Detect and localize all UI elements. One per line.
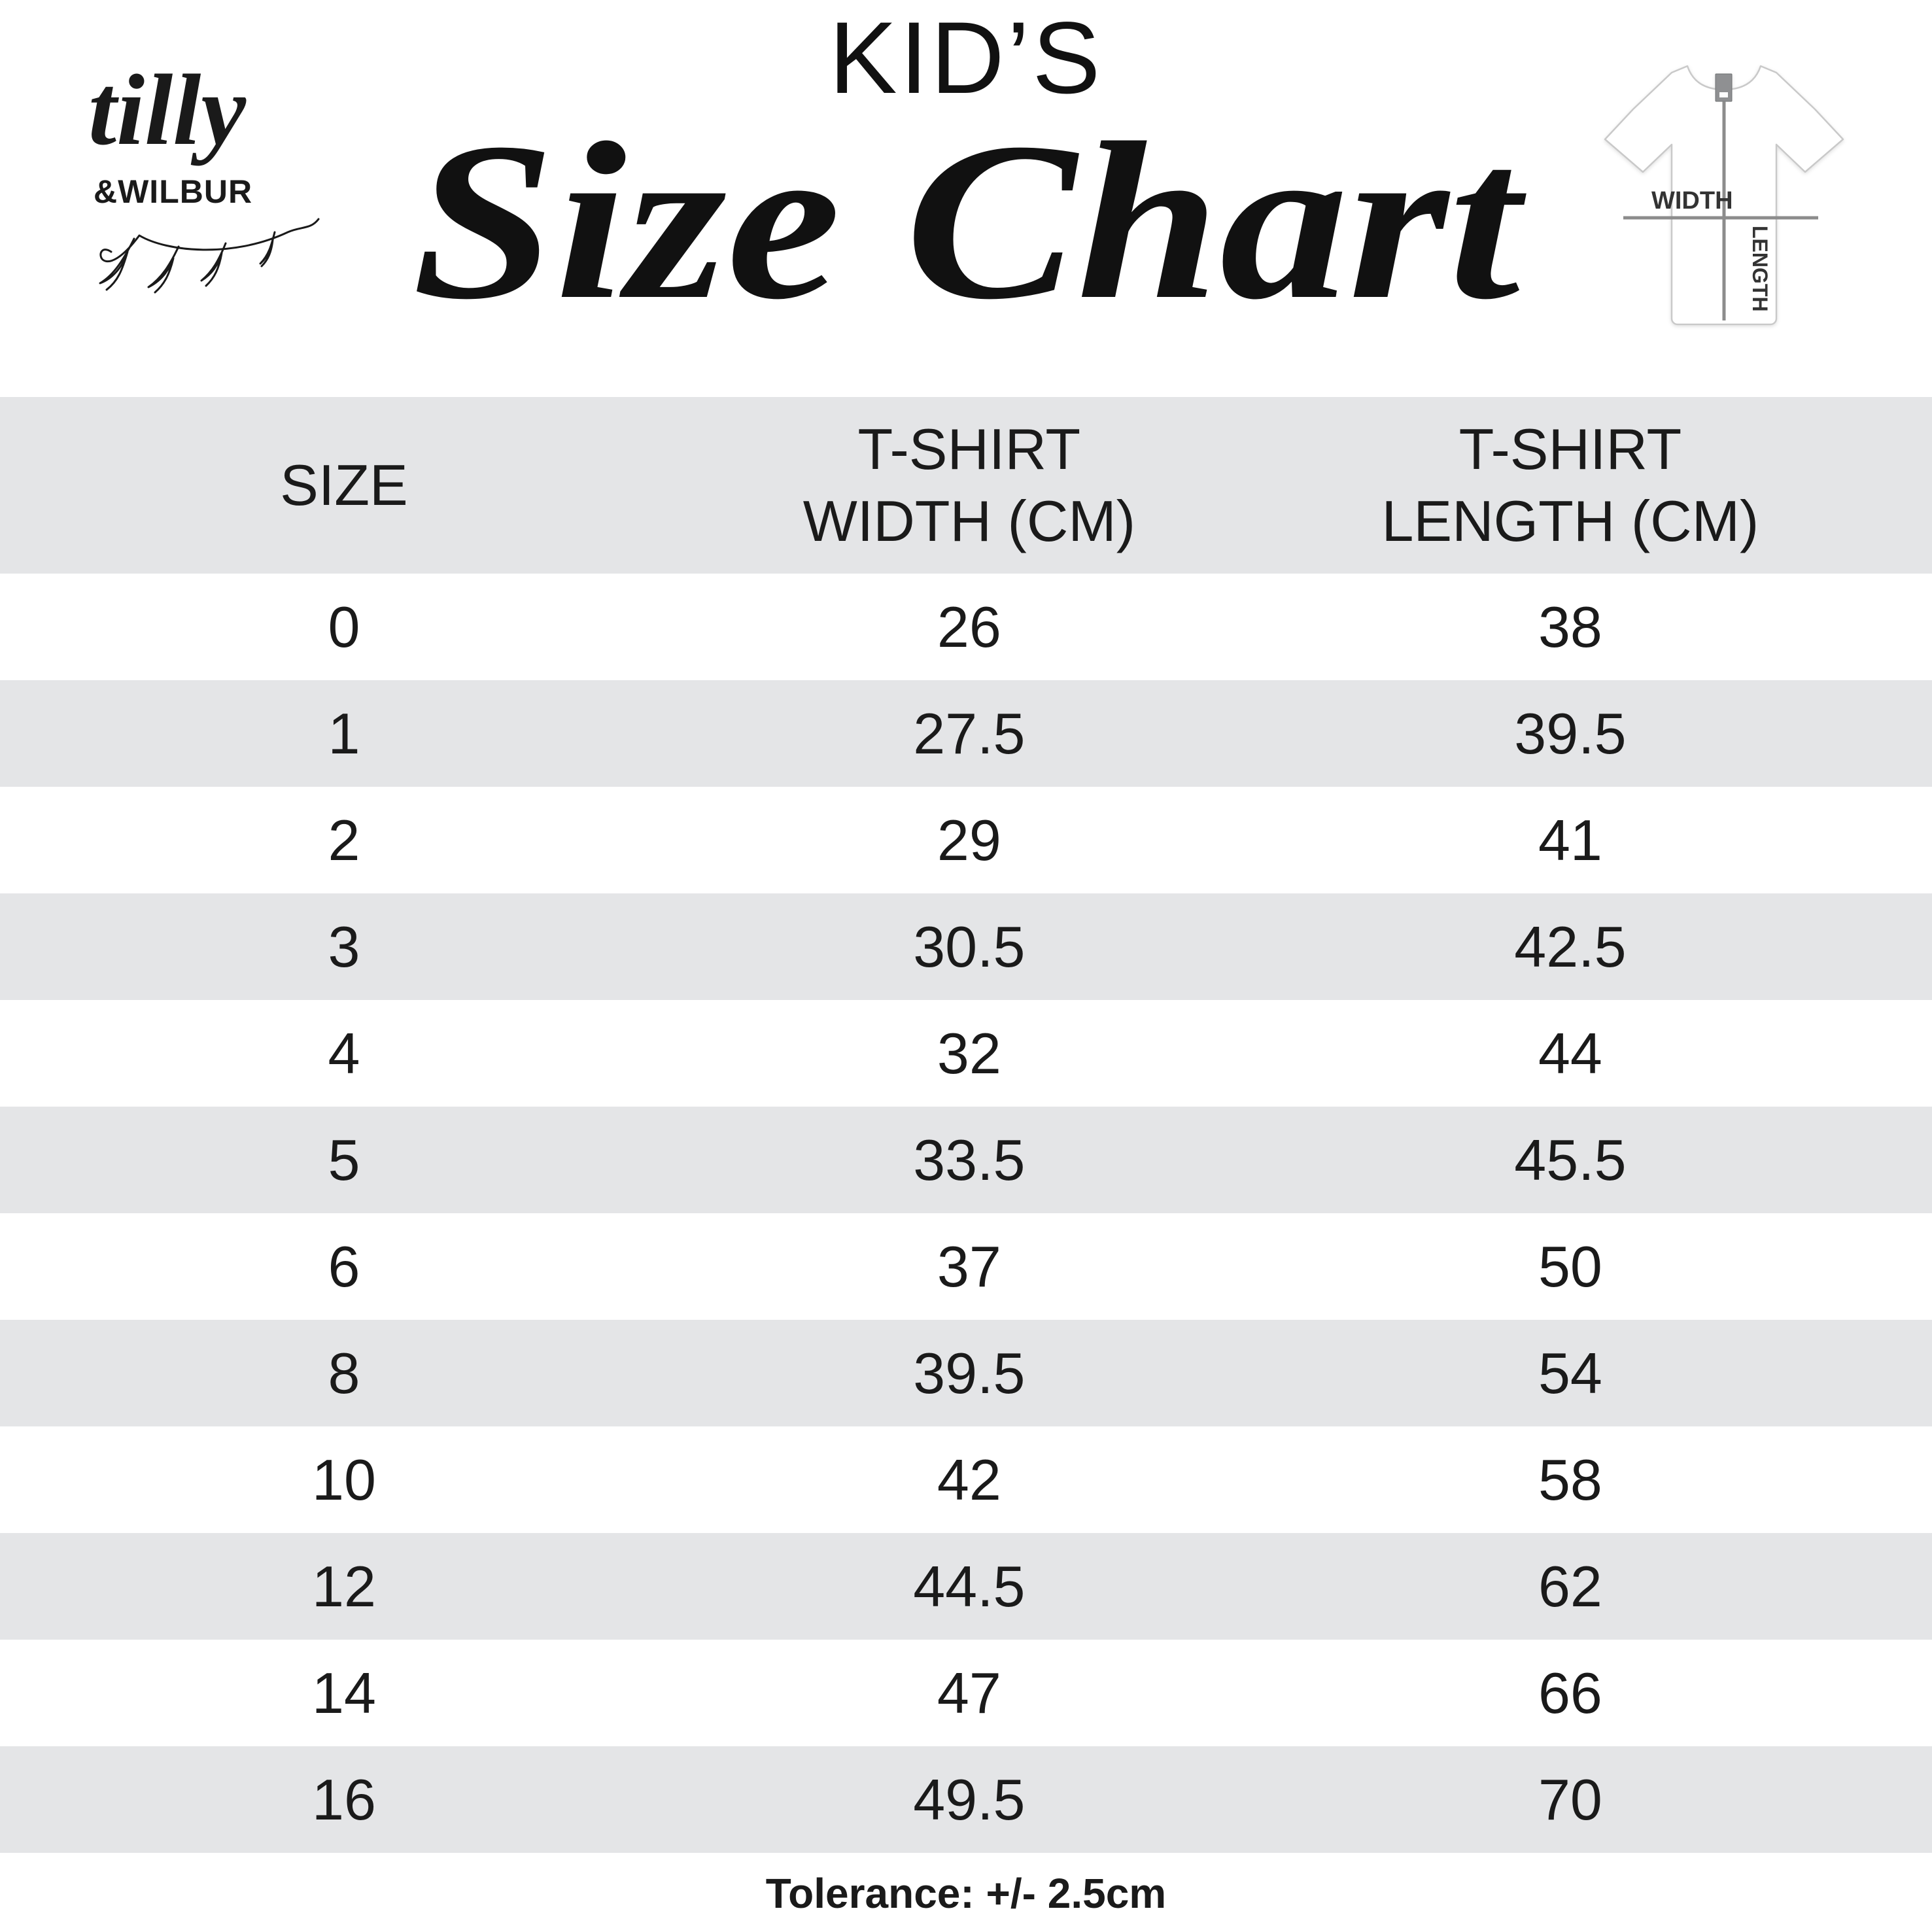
svg-text:&WILBUR: &WILBUR [94, 173, 252, 210]
svg-text:WIDTH: WIDTH [1651, 187, 1733, 215]
svg-text:tilly: tilly [88, 54, 247, 166]
